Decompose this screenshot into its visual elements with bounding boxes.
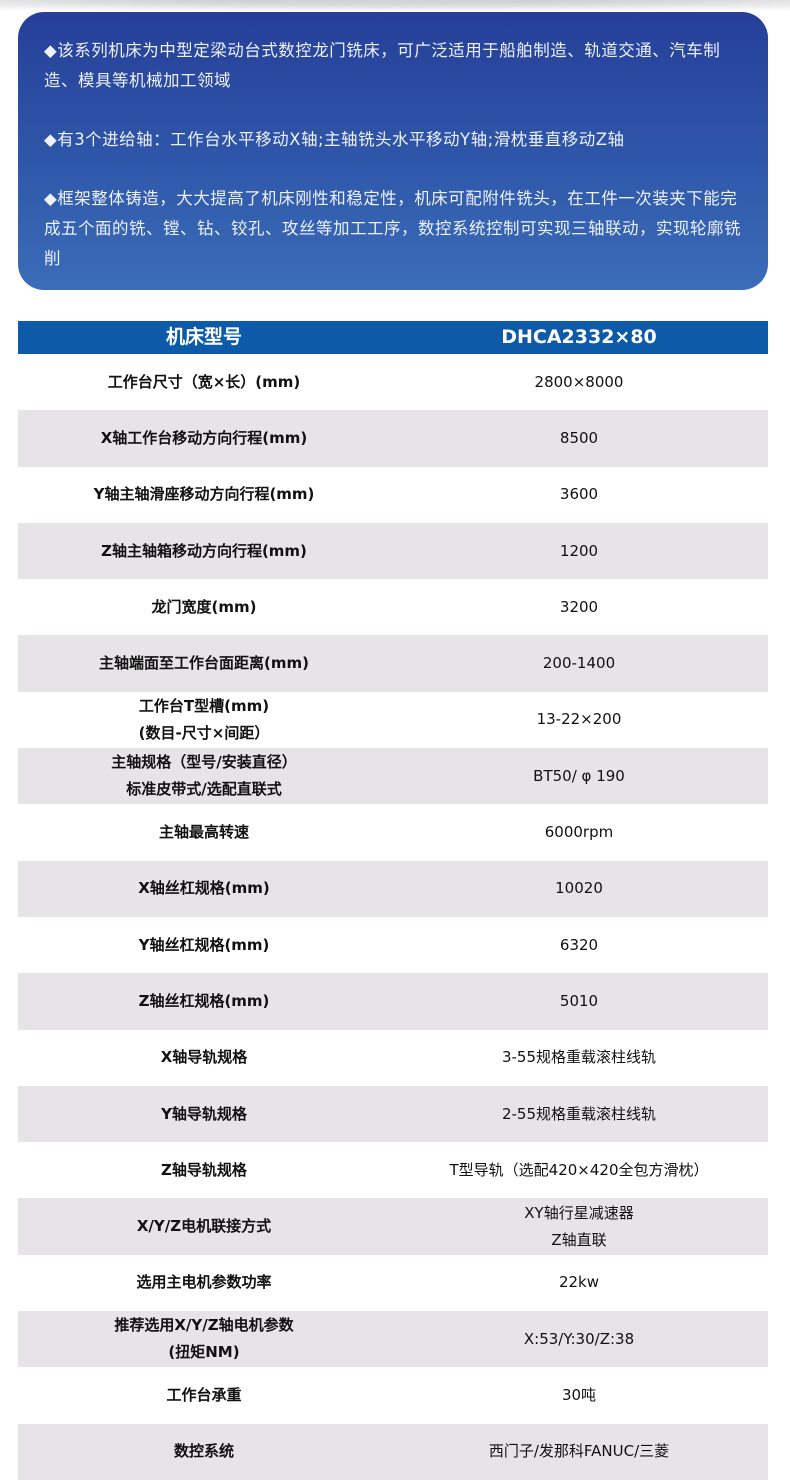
- row-label: Y轴主轴滑座移动方向行程(mm): [93, 485, 315, 504]
- spec-table: 机床型号 DHCA2332×80 工作台尺寸（宽×长）(mm) 2800×8000…: [18, 321, 768, 1480]
- row-label: Y轴导轨规格: [161, 1104, 247, 1123]
- row-value: 西门子/发那科FANUC/三菱: [488, 1442, 670, 1461]
- table-row: 主轴规格（型号/安装直径） 标准皮带式/选配直联式 BT50/ φ 190: [18, 748, 768, 805]
- row-label: X/Y/Z电机联接方式: [136, 1217, 272, 1236]
- row-label: Y轴丝杠规格(mm): [138, 935, 270, 954]
- row-value: 10020: [555, 879, 603, 898]
- table-row: Z轴导轨规格 T型导轨（选配420×420全包方滑枕）: [18, 1142, 768, 1198]
- table-row: 主轴最高转速 6000rpm: [18, 804, 768, 860]
- row-label: 工作台承重: [166, 1385, 242, 1404]
- row-value: X:53/Y:30/Z:38: [523, 1329, 635, 1348]
- row-value: 1200: [559, 541, 599, 560]
- table-row: 推荐选用X/Y/Z轴电机参数 (扭矩NM) X:53/Y:30/Z:38: [18, 1311, 768, 1368]
- header-label: 机床型号: [165, 326, 242, 348]
- table-row: Y轴主轴滑座移动方向行程(mm) 3600: [18, 467, 768, 523]
- row-label: X轴导轨规格: [160, 1048, 248, 1067]
- row-value: 5010: [559, 991, 599, 1010]
- row-value: 2800×8000: [534, 372, 624, 391]
- table-row: Y轴丝杠规格(mm) 6320: [18, 917, 768, 973]
- intro-paragraph: ◆框架整体铸造，大大提高了机床刚性和稳定性，机床可配附件铣头，在工件一次装夹下能…: [44, 189, 741, 268]
- row-value: 3200: [559, 597, 599, 616]
- table-row: 工作台尺寸（宽×长）(mm) 2800×8000: [18, 354, 768, 410]
- table-row: Z轴丝杠规格(mm) 5010: [18, 973, 768, 1030]
- table-row: 龙门宽度(mm) 3200: [18, 579, 768, 635]
- intro-paragraph: ◆有3个进给轴：工作台水平移动X轴;主轴铣头水平移动Y轴;滑枕垂直移动Z轴: [44, 130, 625, 149]
- row-label: X轴工作台移动方向行程(mm): [100, 428, 308, 447]
- row-label: Z轴丝杠规格(mm): [138, 991, 270, 1010]
- table-row: 主轴端面至工作台面距离(mm) 200-1400: [18, 635, 768, 692]
- row-value: 30吨: [561, 1385, 597, 1404]
- row-label: 工作台尺寸（宽×长）(mm): [107, 372, 301, 391]
- intro-paragraph: ◆该系列机床为中型定梁动台式数控龙门铣床，可广泛适用于船舶制造、轨道交通、汽车制…: [44, 41, 721, 90]
- table-row: 选用主电机参数功率 22kw: [18, 1255, 768, 1311]
- row-value: 13-22×200: [536, 710, 622, 729]
- table-row: X轴工作台移动方向行程(mm) 8500: [18, 410, 768, 467]
- row-label: X轴丝杠规格(mm): [138, 879, 270, 898]
- table-row: 工作台承重 30吨: [18, 1367, 768, 1423]
- row-label: 选用主电机参数功率: [136, 1273, 272, 1292]
- row-value: 3600: [559, 485, 599, 504]
- table-header: 机床型号 DHCA2332×80: [18, 321, 768, 354]
- table-row: 数控系统 西门子/发那科FANUC/三菱: [18, 1423, 768, 1480]
- table-row: Z轴主轴箱移动方向行程(mm) 1200: [18, 522, 768, 580]
- row-label: 推荐选用X/Y/Z轴电机参数 (扭矩NM): [114, 1316, 294, 1362]
- top-shadow: [0, 0, 790, 12]
- table-row: X/Y/Z电机联接方式 XY轴行星减速器 Z轴直联: [18, 1198, 768, 1255]
- row-label: 主轴最高转速: [158, 823, 249, 842]
- row-value: XY轴行星减速器 Z轴直联: [524, 1203, 634, 1249]
- table-row: Y轴导轨规格 2-55规格重载滚柱线轨: [18, 1085, 768, 1143]
- row-value: 6000rpm: [544, 823, 614, 842]
- row-value: 3-55规格重载滚柱线轨: [501, 1048, 657, 1067]
- row-value: 200-1400: [542, 654, 616, 673]
- table-row: X轴导轨规格 3-55规格重载滚柱线轨: [18, 1030, 768, 1086]
- row-value: T型导轨（选配420×420全包方滑枕）: [449, 1160, 709, 1179]
- row-value: BT50/ φ 190: [533, 766, 625, 785]
- row-label: Z轴导轨规格: [161, 1160, 247, 1179]
- row-label: 数控系统: [173, 1442, 234, 1461]
- header-value: DHCA2332×80: [501, 326, 657, 348]
- row-value: 2-55规格重载滚柱线轨: [501, 1104, 657, 1123]
- row-label: 主轴规格（型号/安装直径） 标准皮带式/选配直联式: [111, 753, 297, 799]
- row-label: Z轴主轴箱移动方向行程(mm): [101, 541, 307, 560]
- row-label: 工作台T型槽(mm) (数目-尺寸×间距）: [138, 696, 270, 742]
- table-body: 工作台尺寸（宽×长）(mm) 2800×8000 X轴工作台移动方向行程(mm) 85…: [18, 354, 768, 1480]
- row-label: 龙门宽度(mm): [151, 597, 257, 616]
- table-row: 工作台T型槽(mm) (数目-尺寸×间距） 13-22×200: [18, 692, 768, 748]
- row-value: 8500: [559, 428, 599, 447]
- row-value: 6320: [559, 935, 599, 954]
- row-value: 22kw: [558, 1273, 600, 1292]
- row-label: 主轴端面至工作台面距离(mm): [99, 654, 309, 673]
- table-row: X轴丝杠规格(mm) 10020: [18, 860, 768, 917]
- intro-panel: ◆该系列机床为中型定梁动台式数控龙门铣床，可广泛适用于船舶制造、轨道交通、汽车制…: [18, 12, 768, 290]
